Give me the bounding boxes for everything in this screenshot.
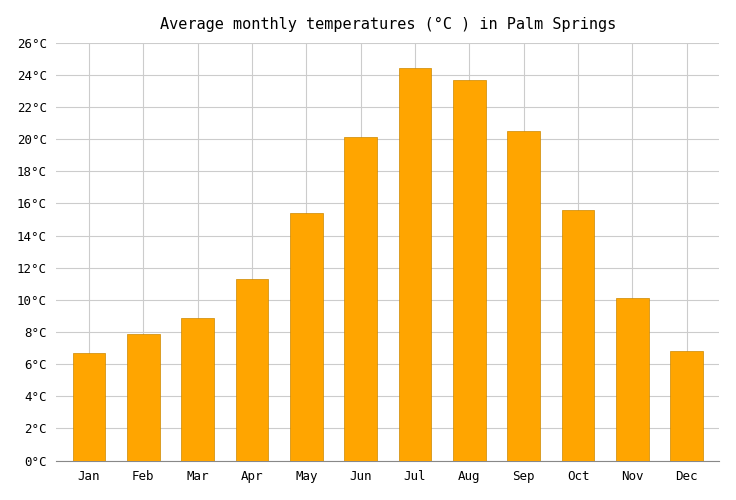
Bar (453, 80, 486, 460)
Bar (562, 210, 595, 461)
Bar (127, 334, 160, 460)
Bar (344, 138, 377, 460)
Bar (507, 131, 540, 460)
Bar (670, 352, 703, 461)
Bar (616, 298, 648, 460)
Bar (73, 353, 105, 461)
Bar (290, 213, 322, 460)
Bar (181, 318, 214, 460)
Title: Average monthly temperatures (°C ) in Palm Springs: Average monthly temperatures (°C ) in Pa… (160, 16, 616, 32)
Bar (236, 279, 269, 460)
Bar (399, 68, 431, 460)
